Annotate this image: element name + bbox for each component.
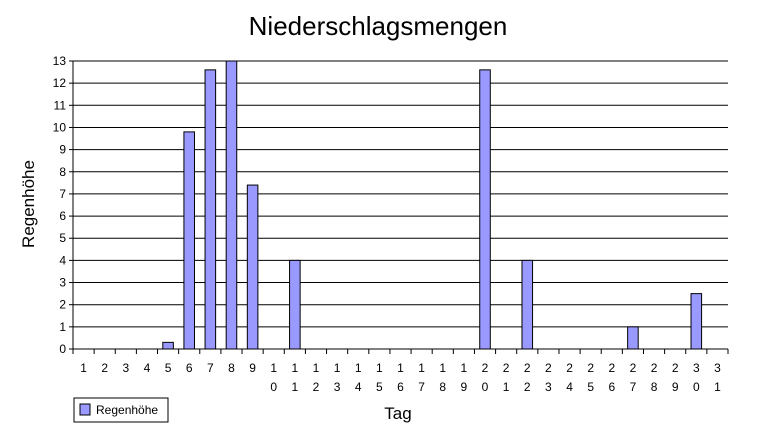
bar <box>627 326 639 350</box>
y-tick-label: 8 <box>59 165 66 179</box>
x-tick-label: 1 <box>80 361 87 375</box>
bar <box>162 341 174 350</box>
x-tick-label: 6 <box>186 361 193 375</box>
y-tick-label: 9 <box>59 143 66 157</box>
bar <box>289 259 301 350</box>
y-tick-label: 7 <box>59 187 66 201</box>
y-tick-label: 0 <box>59 342 66 356</box>
bar <box>246 184 259 350</box>
gridlines <box>73 60 728 328</box>
legend-swatch <box>79 403 91 416</box>
bar <box>183 131 195 350</box>
y-tick-label: 11 <box>54 98 67 112</box>
x-tick-label: 5 <box>165 361 172 375</box>
legend: Regenhöhe <box>73 397 169 423</box>
bars <box>162 60 703 350</box>
x-axis-label: Tag <box>384 404 411 423</box>
y-tick-label: 1 <box>59 320 66 334</box>
y-tick-label: 5 <box>59 231 66 245</box>
x-tick-label: 8 <box>228 361 235 375</box>
x-tick-label: 7 <box>207 361 214 375</box>
y-tick-label: 6 <box>59 209 66 223</box>
y-tick-label: 13 <box>53 54 67 68</box>
bar <box>204 69 217 350</box>
y-tick-label: 12 <box>53 76 67 90</box>
bar <box>479 69 491 350</box>
y-tick-label: 10 <box>53 120 67 134</box>
x-tick-label: 3 <box>122 361 129 375</box>
axes <box>69 60 729 354</box>
x-tick-label: 9 <box>249 361 256 375</box>
y-axis-label: Regenhöhe <box>19 160 38 248</box>
chart-title: Niederschlagsmengen <box>249 11 508 41</box>
x-tick-labels: 1 2 3 4 5 6 7 8 9 1 01 11 21 31 41 51 61 71 81 92 02 12 22 32 42… <box>80 361 721 394</box>
x-tick-label: 2 <box>101 361 108 375</box>
y-tick-label: 4 <box>59 253 66 267</box>
x-tick-label: 4 <box>144 361 151 375</box>
y-tick-label: 2 <box>59 298 66 312</box>
legend-label: Regenhöhe <box>96 403 158 417</box>
y-tick-label: 3 <box>59 276 66 290</box>
bar <box>521 259 534 350</box>
bar <box>690 293 703 350</box>
bar <box>225 60 238 350</box>
